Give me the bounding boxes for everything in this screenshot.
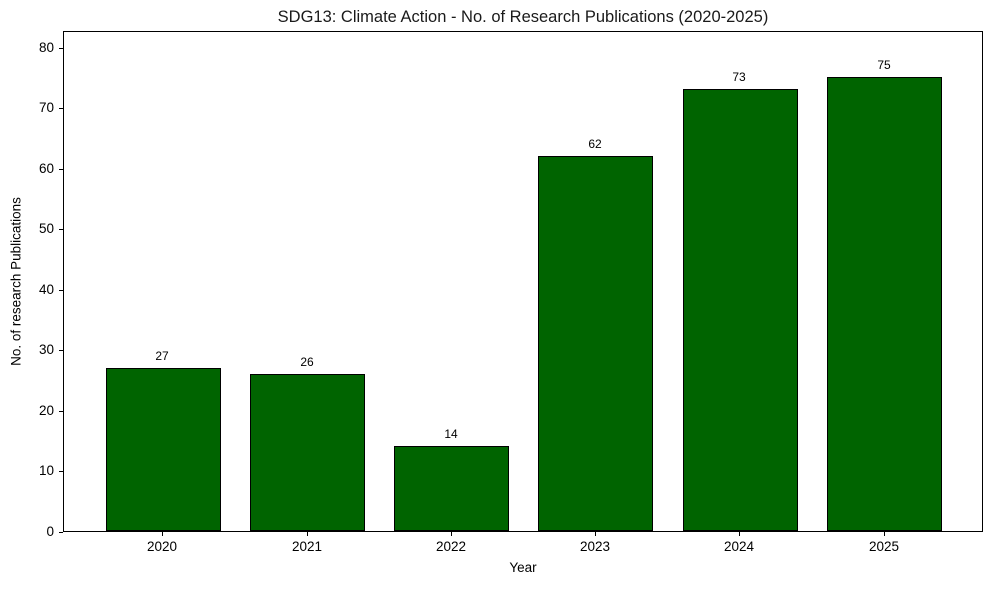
y-tick-mark [59,48,63,49]
y-tick-label: 60 [38,161,54,176]
y-tick-mark [59,169,63,170]
y-tick-label: 30 [38,342,54,357]
bar-value-label-2022: 14 [444,427,458,441]
x-tick-mark [162,532,163,536]
y-tick-label: 0 [46,524,54,539]
y-tick-mark [59,229,63,230]
y-tick-mark [59,411,63,412]
x-tick-mark [307,532,308,536]
y-tick-label: 40 [38,282,54,297]
bar-value-label-2023: 62 [588,137,602,151]
x-tick-mark [595,532,596,536]
y-tick-label: 80 [38,40,54,55]
y-tick-mark [59,532,63,533]
x-tick-label: 2024 [723,539,755,554]
y-tick-label: 50 [38,221,54,236]
y-tick-label: 10 [38,463,54,478]
bar-2023 [538,156,653,531]
bar-2021 [250,374,365,531]
bar-value-label-2020: 27 [155,349,169,363]
bar-value-label-2025: 75 [877,58,891,72]
x-axis-label: Year [509,560,537,575]
x-tick-label: 2023 [579,539,611,554]
y-tick-mark [59,108,63,109]
x-tick-mark [884,532,885,536]
x-tick-mark [451,532,452,536]
x-tick-label: 2021 [291,539,323,554]
y-tick-label: 20 [38,403,54,418]
plot-area [63,31,983,532]
bar-2022 [394,446,509,531]
chart-title: SDG13: Climate Action - No. of Research … [277,8,769,26]
bar-value-label-2024: 73 [732,70,746,84]
bar-2024 [683,89,798,531]
bar-2020 [106,368,221,531]
bar-2025 [827,77,942,531]
y-tick-mark [59,350,63,351]
y-tick-mark [59,471,63,472]
y-tick-mark [59,290,63,291]
x-tick-mark [739,532,740,536]
bar-value-label-2021: 26 [300,355,314,369]
x-tick-label: 2020 [146,539,178,554]
x-tick-label: 2025 [868,539,900,554]
y-tick-label: 70 [38,100,54,115]
x-tick-label: 2022 [435,539,467,554]
